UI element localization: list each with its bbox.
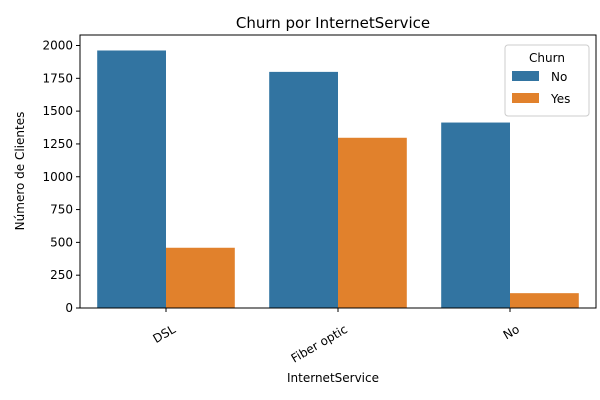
y-tick-label: 1500 — [42, 104, 73, 118]
y-axis: 0 250 500 750 1000 1250 1500 1750 2000 — [42, 39, 80, 315]
x-axis: DSL Fiber optic No — [151, 308, 522, 366]
y-tick-label: 750 — [50, 203, 73, 217]
y-tick-label: 250 — [50, 268, 73, 282]
x-tick-label-fiber-optic: Fiber optic — [289, 322, 350, 365]
y-axis-label: Número de Clientes — [13, 112, 27, 231]
plot-frame — [79, 34, 597, 309]
bar-no-no — [441, 122, 510, 308]
x-tick-label-dsl: DSL — [151, 322, 179, 346]
y-tick-label: 0 — [65, 301, 73, 315]
legend-swatch-no — [512, 71, 539, 81]
legend-label-no: No — [551, 70, 567, 84]
legend-label-yes: Yes — [550, 92, 570, 106]
y-tick-label: 1750 — [42, 71, 73, 85]
legend-title: Churn — [529, 51, 565, 65]
x-axis-label: InternetService — [287, 371, 379, 385]
legend: Churn No Yes — [504, 44, 590, 117]
bar-yes-no — [510, 293, 579, 308]
bar-no-fiber-optic — [269, 71, 338, 308]
chart-title: Churn por InternetService — [236, 14, 430, 32]
y-tick-label: 500 — [50, 235, 73, 249]
legend-swatch-yes — [512, 93, 539, 103]
x-tick-label-no: No — [501, 322, 522, 342]
bar-no-dsl — [97, 50, 166, 309]
bar-yes-fiber-optic — [338, 137, 407, 308]
bars-group — [97, 50, 579, 309]
bar-yes-dsl — [166, 247, 235, 308]
y-tick-label: 1000 — [42, 170, 73, 184]
y-tick-label: 2000 — [42, 39, 73, 53]
y-tick-label: 1250 — [42, 137, 73, 151]
